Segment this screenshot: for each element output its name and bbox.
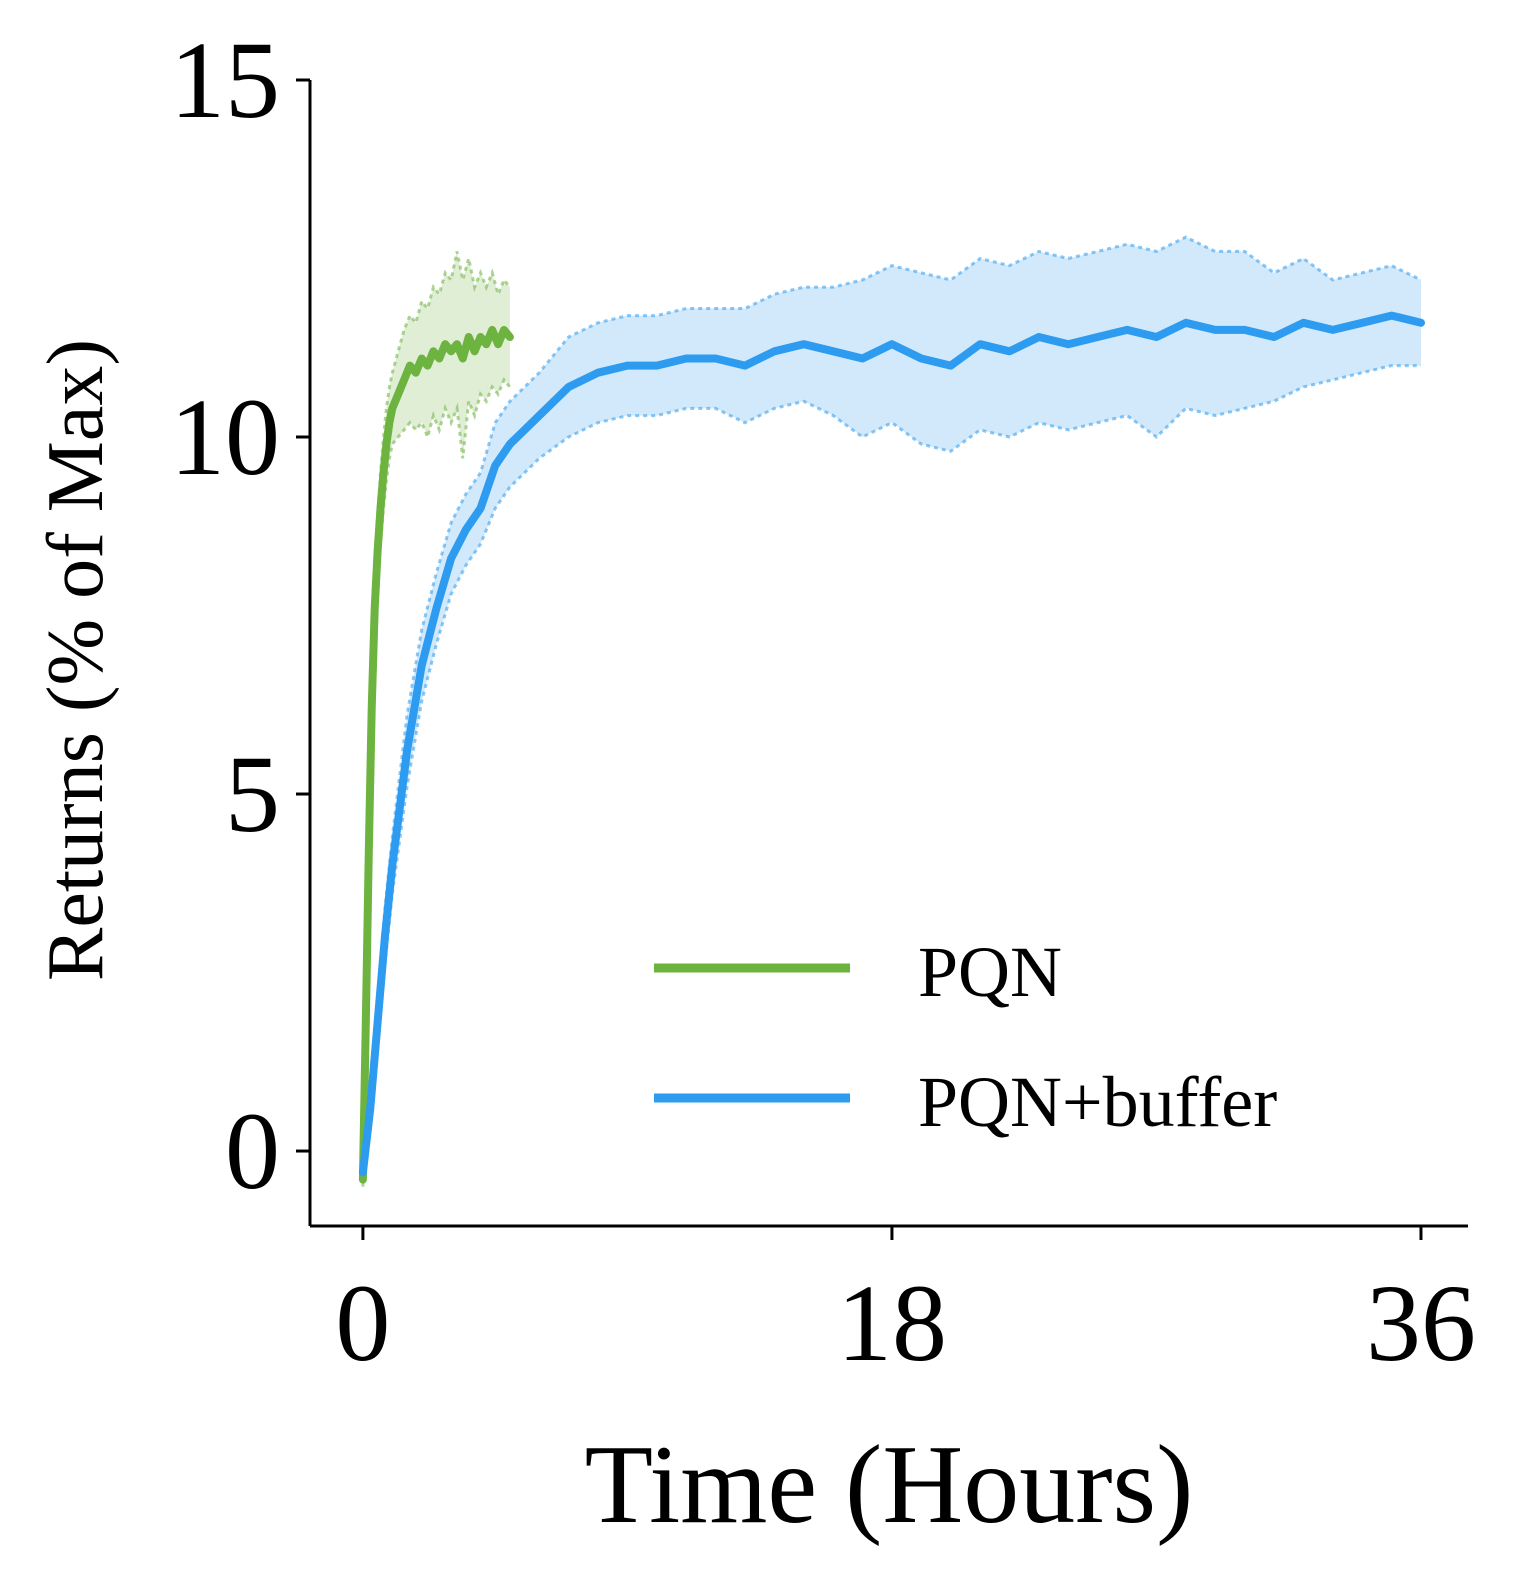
series-lines: [358, 311, 1425, 1184]
y-tick-label: 0: [225, 1090, 280, 1212]
x-axis-label: Time (Hours): [585, 1423, 1194, 1547]
y-tick-label: 10: [170, 376, 280, 498]
y-ticks: 0 5 10 15: [170, 19, 310, 1212]
x-ticks: 0 18 36: [335, 1226, 1476, 1384]
legend-label-pqn: PQN: [918, 932, 1062, 1012]
y-tick-label: 5: [225, 733, 280, 855]
line-pqn: [358, 325, 514, 1184]
x-tick-label: 36: [1366, 1262, 1476, 1384]
band-pqn: [362, 251, 510, 1187]
band-pqn-buffer: [362, 237, 1421, 1180]
legend: PQN PQN+buffer: [654, 932, 1277, 1142]
band-lower-pqn: [361, 377, 512, 1187]
legend-label-pqn-buffer: PQN+buffer: [918, 1062, 1277, 1142]
x-tick-label: 18: [837, 1262, 947, 1384]
y-axis-label: Returns (% of Max): [32, 339, 120, 981]
x-tick-label: 0: [335, 1262, 390, 1384]
error-bands: [361, 235, 1422, 1187]
band-lower-pqn-buffer: [361, 364, 1421, 1180]
band-upper-pqn-buffer: [361, 235, 1422, 1166]
y-tick-label: 15: [170, 19, 280, 141]
line-pqn-buffer: [358, 311, 1425, 1177]
